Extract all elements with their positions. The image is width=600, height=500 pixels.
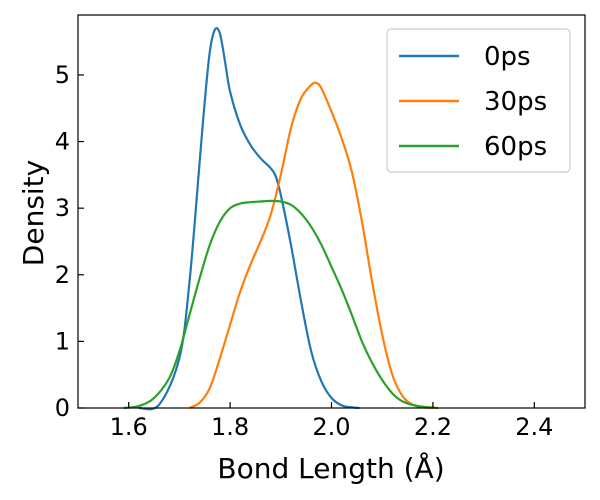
- ticks: 1.6 1.8 2.0 2.2 2.4 0 1 2 3 4 5: [55, 61, 554, 441]
- y-axis-label: Density: [17, 160, 50, 266]
- x-tick-label: 2.0: [312, 413, 350, 441]
- series-line-30ps: [189, 81, 433, 410]
- x-tick-label: 1.8: [211, 413, 249, 441]
- legend: 0ps 30ps 60ps: [386, 28, 571, 173]
- legend-label-0ps: 0ps: [484, 42, 531, 72]
- y-tick-label: 5: [55, 61, 70, 89]
- series-line-60ps: [123, 199, 439, 410]
- y-tick-label: 1: [55, 327, 70, 355]
- legend-label-60ps: 60ps: [484, 132, 547, 162]
- x-tick-label: 2.4: [515, 413, 553, 441]
- y-tick-label: 0: [55, 394, 70, 422]
- y-tick-label: 4: [55, 128, 70, 156]
- x-tick-label: 1.6: [110, 413, 148, 441]
- series-line-0ps: [138, 27, 360, 411]
- legend-label-30ps: 30ps: [484, 87, 547, 117]
- y-tick-label: 2: [55, 261, 70, 289]
- x-axis-label: Bond Length (Å): [217, 451, 444, 485]
- x-tick-label: 2.2: [414, 413, 452, 441]
- legend-box: [386, 28, 571, 173]
- y-tick-label: 3: [55, 194, 70, 222]
- series-curves: [123, 27, 439, 411]
